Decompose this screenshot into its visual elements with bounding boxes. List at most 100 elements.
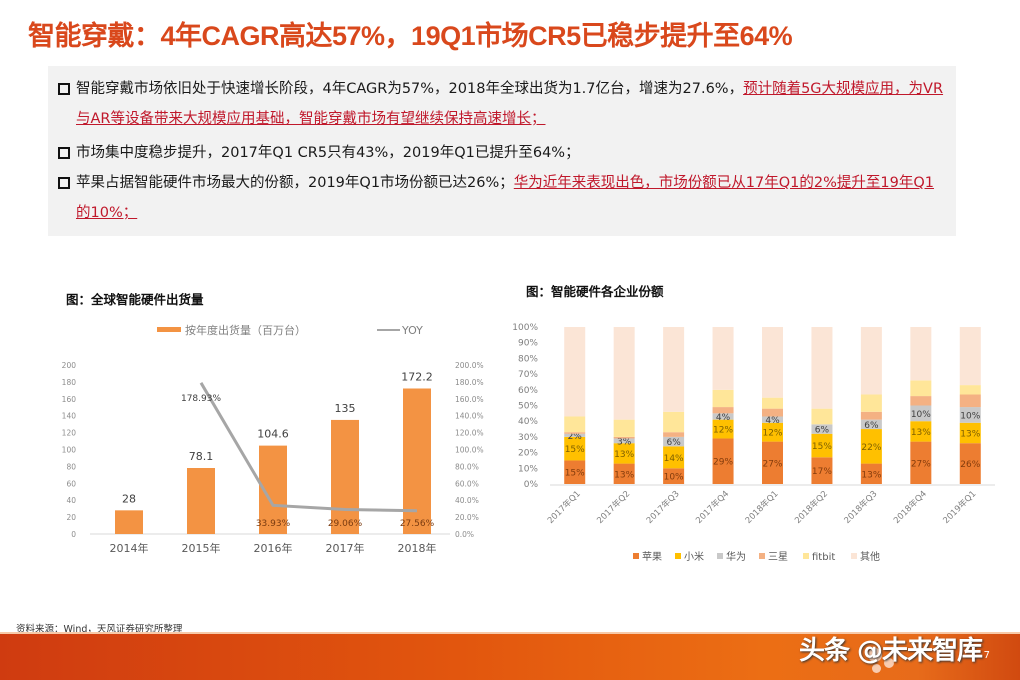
share-segment-小米 [613, 443, 635, 464]
right-axis-tick: 20.0% [455, 513, 479, 522]
segment-label: 2% [568, 432, 583, 442]
page-title: 智能穿戴：4年CAGR高达57%，19Q1市场CR5已稳步提升至64% [28, 21, 793, 51]
share-segment-fitbit [811, 408, 833, 425]
yoy-label: 33.93% [256, 519, 291, 529]
share-segment-三星 [762, 408, 783, 417]
share-segment-其他 [959, 327, 981, 386]
legend-label: 苹果 [642, 550, 662, 563]
legend-swatch [759, 553, 765, 559]
share-segment-小米 [762, 422, 783, 442]
share-segment-三星 [564, 432, 586, 434]
y-axis-tick: 50% [518, 402, 538, 412]
bullet-text: 苹果占据智能硬件市场最大的份额，2019年Q1市场份额已达26%； [76, 175, 514, 191]
logo-icon [884, 658, 894, 668]
share-segment-三星 [910, 396, 932, 406]
x-axis-label: 2019年Q1 [941, 488, 979, 526]
share-segment-苹果 [959, 443, 981, 484]
x-axis-label: 2018年Q3 [842, 488, 880, 526]
legend-swatch [717, 553, 723, 559]
bullet-item: 智能穿戴市场依旧处于快速增长阶段，4年CAGR为57%，2018年全球出货为1.… [58, 74, 946, 134]
shipment-chart: 按年度出货量（百万台） YOY 0 20 40 60 80 100 120 140 160 180 20… [62, 323, 484, 555]
right-axis-tick: 180.0% [455, 378, 484, 387]
yoy-label: 178.93% [181, 394, 221, 404]
segment-label: 26% [960, 460, 980, 470]
share-segment-苹果 [860, 463, 882, 484]
segment-label: 12% [713, 426, 733, 436]
x-axis-label: 2018年Q1 [743, 488, 781, 526]
left-axis-tick: 20 [66, 513, 76, 522]
segment-label: 15% [565, 469, 585, 479]
yoy-label: 27.56% [400, 519, 435, 529]
segment-label: 13% [614, 450, 634, 460]
legend-label: 其他 [860, 550, 880, 563]
legend-label: fitbit [812, 552, 835, 563]
bar-value-label: 78.1 [189, 450, 214, 463]
bullet-highlight: 预计随着5G大规模应用，为VR与AR等设备带来大规模应用基础，智能穿戴市场有望继… [76, 81, 944, 127]
y-axis-tick: 90% [518, 339, 538, 349]
share-segment-苹果 [762, 441, 783, 484]
x-axis-label: 2017年 [326, 541, 365, 555]
share-segment-三星 [712, 407, 734, 414]
share-segment-三星 [860, 411, 882, 420]
checkbox-square-icon [58, 177, 70, 189]
segment-label: 13% [861, 470, 881, 480]
share-segment-华为 [613, 438, 635, 444]
share-segment-华为 [910, 405, 932, 422]
segment-label: 27% [762, 459, 782, 469]
left-axis-tick: 200 [62, 361, 77, 370]
right-axis-tick: 0.0% [455, 530, 474, 539]
segment-label: 4% [716, 413, 731, 423]
x-axis-label: 2017年Q4 [694, 488, 732, 526]
left-axis-tick: 160 [62, 395, 77, 404]
left-figure-title: 图：全球智能硬件出货量 [66, 292, 204, 307]
y-axis-tick: 70% [518, 370, 538, 380]
share-segment-苹果 [910, 441, 932, 484]
logo-icon [868, 648, 882, 662]
legend-label: 小米 [684, 550, 704, 563]
share-segment-小米 [811, 433, 833, 458]
market-share-chart: 0% 10% 20% 30% 40% 50% 60% 70% 80% 90% 100% 15% 15% 2… [512, 323, 995, 563]
segment-label: 6% [815, 426, 830, 436]
legend-swatch [803, 553, 809, 559]
share-segment-小米 [860, 429, 882, 464]
yoy-label: 29.06% [328, 519, 363, 529]
x-axis-label: 2018年Q4 [891, 488, 929, 526]
left-axis-tick: 140 [62, 412, 77, 421]
shipment-bar [187, 468, 215, 534]
segment-label: 13% [911, 428, 931, 438]
bullet-box: 智能穿戴市场依旧处于快速增长阶段，4年CAGR为57%，2018年全球出货为1.… [48, 66, 956, 236]
right-axis-tick: 60.0% [455, 479, 479, 488]
share-segment-fitbit [762, 397, 783, 409]
x-axis-label: 2014年 [110, 541, 149, 555]
segment-label: 29% [713, 458, 733, 468]
segment-label: 15% [812, 442, 832, 452]
share-segment-其他 [564, 327, 586, 417]
share-segment-华为 [860, 419, 882, 430]
checkbox-square-icon [58, 83, 70, 95]
x-axis-label: 2017年Q3 [644, 488, 682, 526]
share-segment-华为 [564, 433, 586, 437]
segment-label: 27% [911, 459, 931, 469]
share-segment-小米 [959, 422, 981, 444]
share-segment-其他 [762, 327, 783, 398]
share-segment-苹果 [712, 438, 734, 484]
share-segment-小米 [910, 421, 932, 442]
share-segment-小米 [712, 419, 734, 439]
share-segment-苹果 [811, 457, 833, 484]
y-axis-tick: 20% [518, 449, 538, 459]
left-axis-tick: 40 [66, 496, 76, 505]
bullet-text: 市场集中度稳步提升，2017年Q1 CR5只有43%，2019年Q1已提升至64… [76, 145, 580, 161]
bullet-text: 智能穿戴市场依旧处于快速增长阶段，4年CAGR为57%，2018年全球出货为1.… [76, 81, 744, 97]
legend-line-label: YOY [401, 324, 423, 337]
share-segment-fitbit [712, 389, 734, 408]
share-segment-华为 [712, 413, 734, 420]
right-axis-tick: 40.0% [455, 496, 479, 505]
yoy-line [199, 382, 418, 513]
bullet-item: 苹果占据智能硬件市场最大的份额，2019年Q1市场份额已达26%；华为近年来表现… [58, 168, 946, 228]
legend-swatch [675, 553, 681, 559]
segment-label: 6% [666, 438, 681, 448]
share-segment-其他 [663, 327, 685, 412]
bullet-item: 市场集中度稳步提升，2017年Q1 CR5只有43%，2019年Q1已提升至64… [58, 138, 946, 168]
share-segment-三星 [663, 432, 685, 437]
y-axis-tick: 60% [518, 386, 538, 396]
